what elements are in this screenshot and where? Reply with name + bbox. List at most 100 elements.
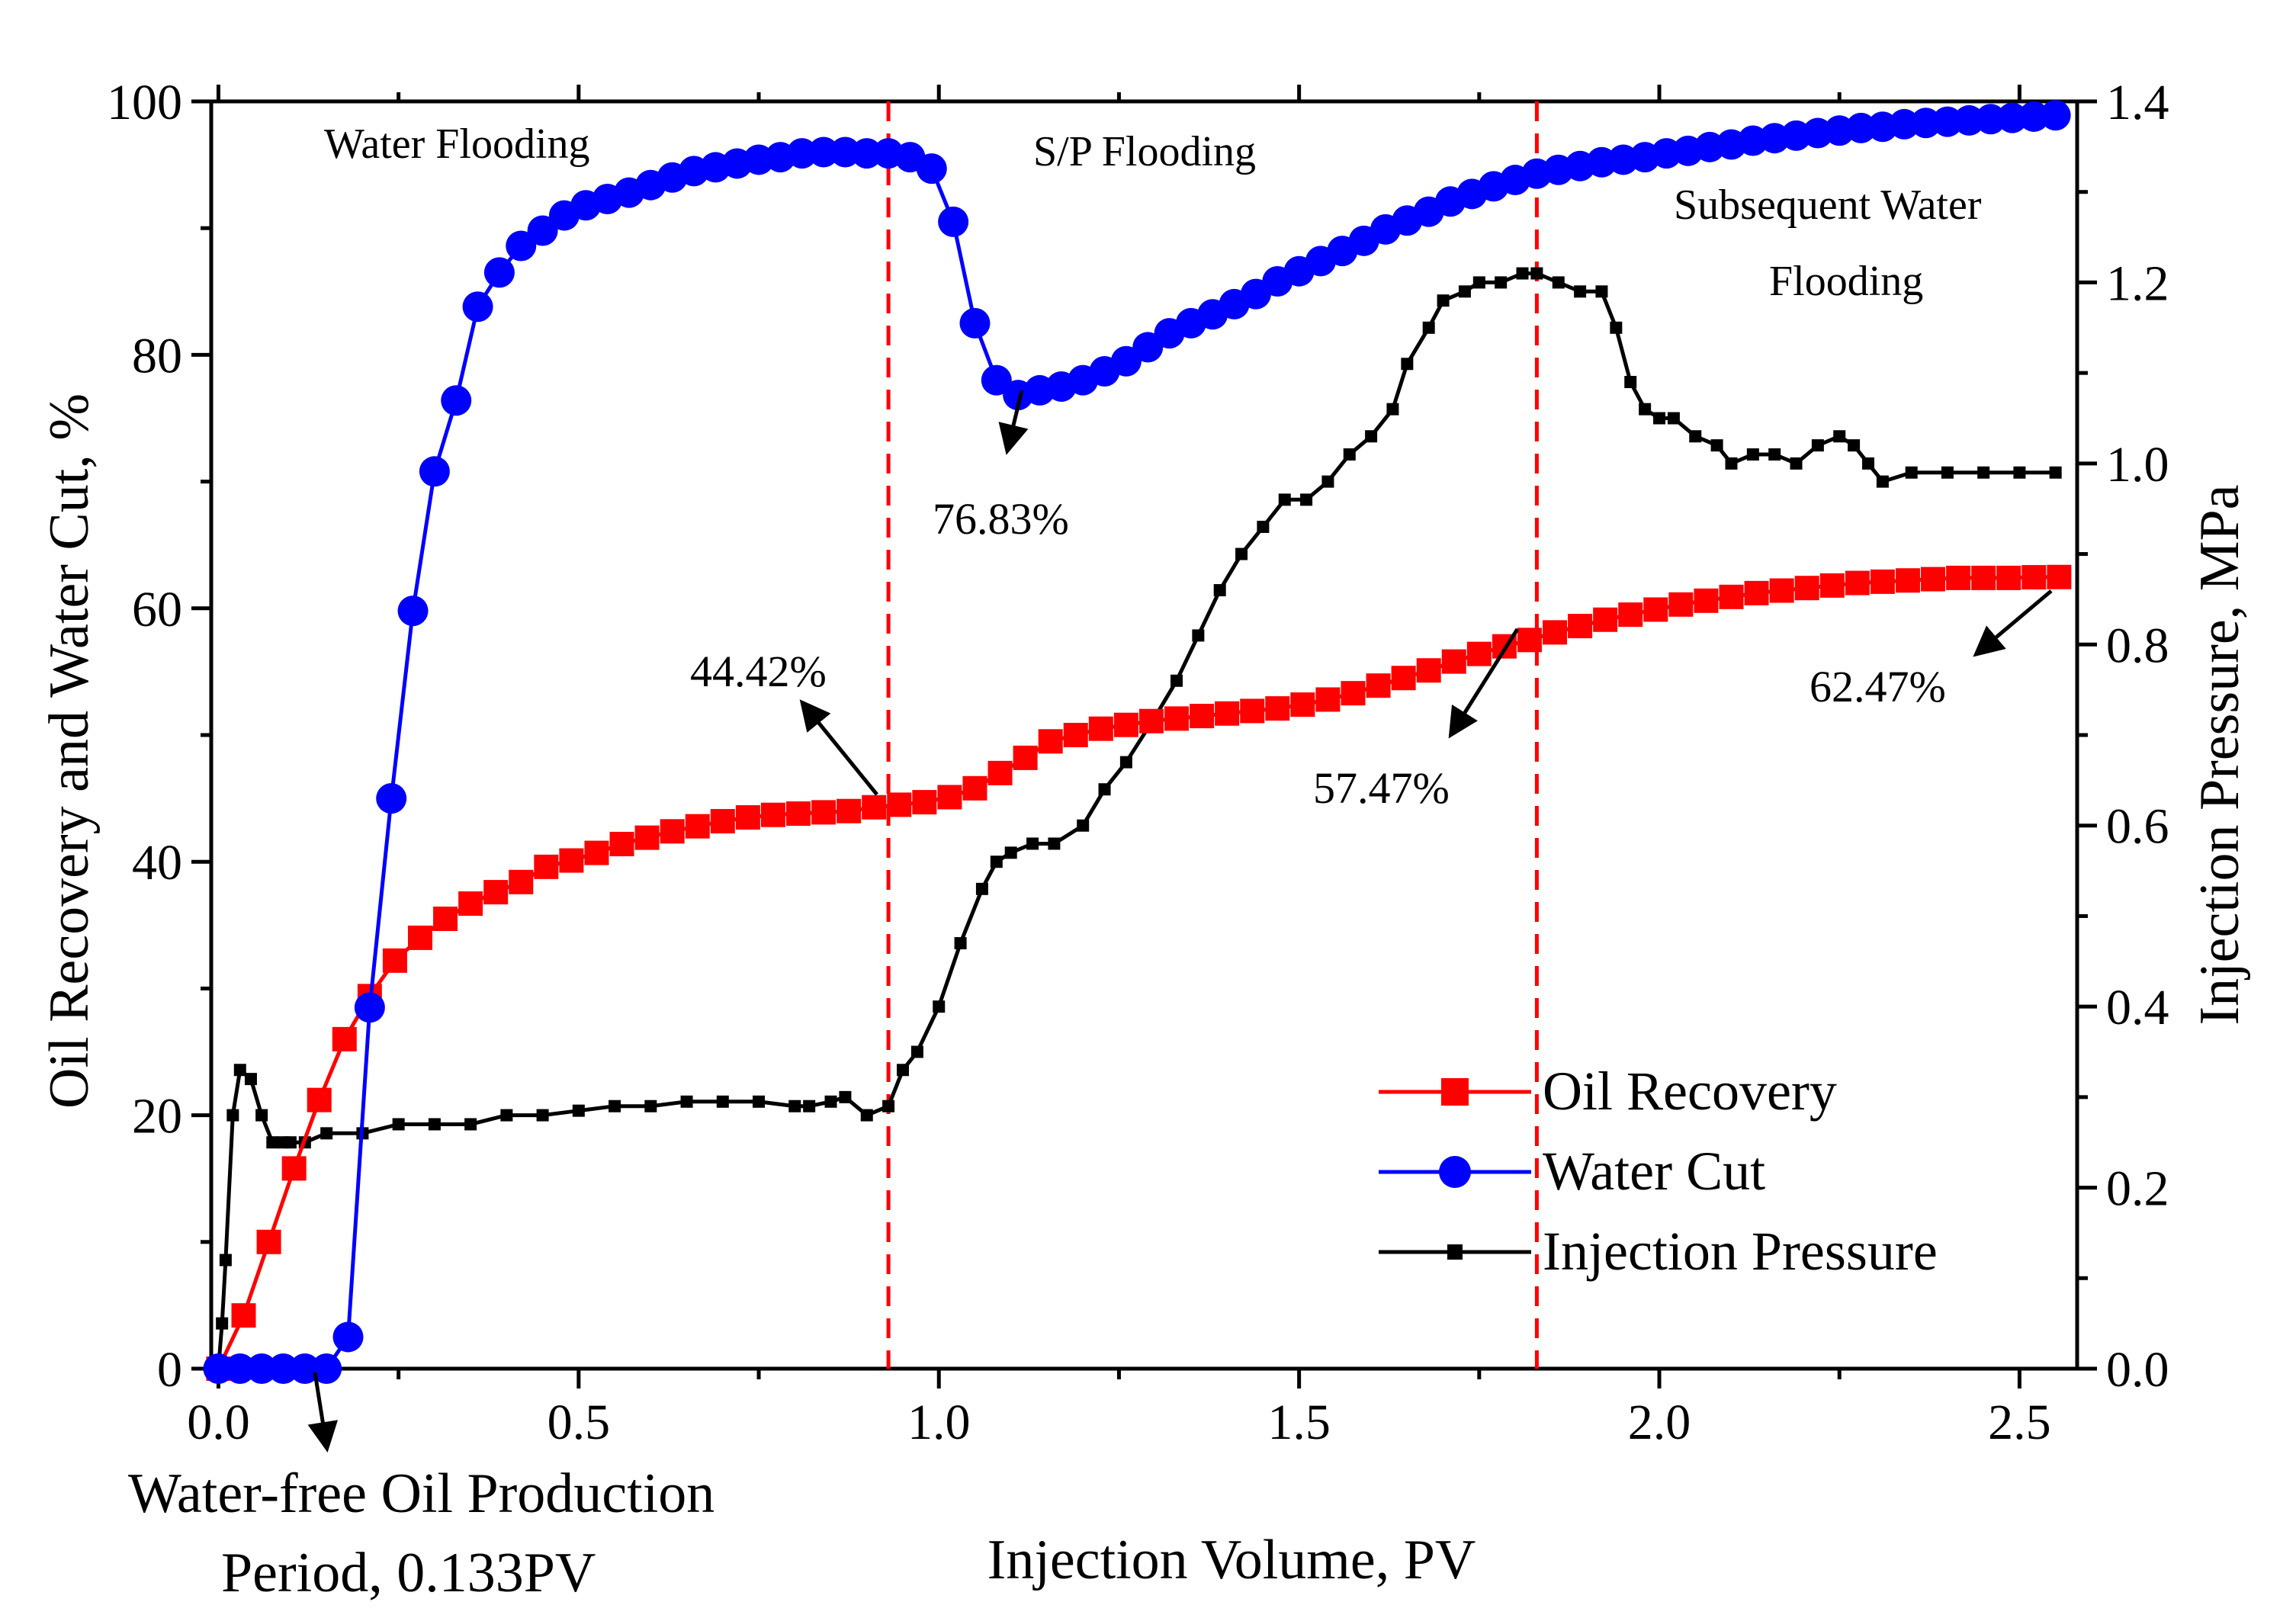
water-cut-point — [1132, 332, 1164, 363]
injection-pressure-point — [1905, 466, 1918, 479]
water-cut-point — [289, 1353, 320, 1384]
injection-pressure-point — [216, 1317, 229, 1330]
injection-pressure-point — [244, 1073, 257, 1086]
water-cut-point — [527, 215, 558, 246]
injection-pressure-point — [266, 1136, 279, 1149]
oil-recovery-point — [1819, 573, 1845, 598]
annotation-44-42: 44.42% — [690, 647, 827, 696]
injection-pressure-point — [233, 1064, 246, 1077]
stage-label-water-flooding: Water Flooding — [324, 120, 590, 168]
water-cut-point — [483, 257, 515, 288]
legend-marker-water-cut — [1439, 1156, 1471, 1188]
injection-pressure-point — [1610, 321, 1623, 334]
oil-recovery-point — [660, 819, 685, 844]
water-cut-point — [1910, 108, 1941, 139]
injection-pressure-point — [1437, 294, 1450, 307]
injection-pressure-point — [1048, 837, 1061, 850]
injection-pressure-point — [788, 1100, 801, 1112]
oil-recovery-point — [609, 831, 634, 856]
injection-pressure-point — [753, 1095, 766, 1108]
arrow-62-47 — [1973, 589, 2053, 657]
legend: Oil Recovery Water Cut Injection Pressur… — [1379, 1061, 1938, 1282]
injection-pressure-point — [1689, 430, 1702, 443]
injection-pressure-point — [644, 1100, 657, 1112]
injection-pressure-point — [320, 1127, 333, 1140]
x-tick-label: 1.5 — [1267, 1395, 1331, 1450]
oil-recovery-point — [1441, 649, 1466, 674]
injection-pressure-point — [572, 1104, 585, 1117]
oil-recovery-point — [2021, 565, 2047, 590]
water-cut-point — [332, 1321, 364, 1353]
y2-tick-label: 0.6 — [2106, 799, 2169, 855]
injection-pressure-point — [1848, 439, 1861, 452]
injection-pressure-point — [860, 1109, 873, 1122]
injection-pressure-point — [803, 1100, 816, 1112]
water-cut-point — [203, 1353, 234, 1384]
water-cut-point — [311, 1353, 342, 1384]
injection-pressure-point — [1170, 674, 1183, 687]
injection-pressure-point — [882, 1100, 895, 1112]
injection-pressure-point — [284, 1136, 297, 1149]
injection-pressure-point — [1574, 285, 1587, 298]
oil-recovery-point — [559, 848, 584, 873]
series-oil-recovery — [206, 564, 2072, 1381]
water-cut-point — [506, 230, 537, 262]
oil-recovery-point — [1870, 569, 1895, 594]
oil-recovery-point — [1164, 706, 1190, 731]
water-cut-point — [1954, 104, 1985, 136]
x-tick-label: 1.0 — [907, 1395, 971, 1450]
injection-pressure-point — [1422, 321, 1435, 334]
oil-recovery-point — [1568, 614, 1593, 639]
y-tick-label: 80 — [132, 328, 182, 384]
oil-recovery-point — [811, 800, 837, 825]
y-axis-title: Oil Recovery and Water Cut, % — [38, 393, 101, 1109]
water-cut-point — [851, 138, 882, 169]
injection-pressure-point — [1639, 403, 1652, 416]
oil-recovery-point — [710, 809, 735, 834]
oil-recovery-point — [1996, 565, 2021, 590]
oil-recovery-point — [962, 775, 987, 801]
oil-recovery-point — [1013, 745, 1038, 770]
injection-pressure-point — [1004, 846, 1017, 859]
oil-recovery-point — [458, 891, 483, 917]
injection-pressure-point — [1119, 756, 1132, 769]
y2-tick-label: 0.0 — [2106, 1342, 2169, 1398]
injection-pressure-point — [1530, 267, 1543, 280]
oil-recovery-point — [1113, 712, 1138, 737]
oil-recovery-point — [332, 1026, 357, 1051]
oil-recovery-point — [1694, 588, 1719, 613]
oil-recovery-point — [1618, 602, 1643, 628]
injection-pressure-point — [1257, 520, 1270, 533]
y2-tick-label: 1.4 — [2106, 75, 2169, 130]
oil-recovery-point — [1315, 687, 1341, 712]
x-tick-label: 2.5 — [1988, 1395, 2051, 1450]
injection-pressure-point — [933, 1000, 946, 1013]
x-tick-label: 0.0 — [187, 1395, 250, 1450]
injection-pressure-point — [1941, 466, 1954, 479]
oil-recovery-point — [1366, 673, 1391, 698]
injection-pressure-point — [1768, 448, 1781, 461]
annotation-57-47: 57.47% — [1313, 763, 1450, 813]
injection-pressure-point — [1876, 475, 1889, 488]
injection-pressure-point — [1321, 475, 1334, 488]
water-cut-point — [1110, 345, 1142, 377]
water-cut-point — [419, 456, 450, 487]
y2-tick-label: 0.2 — [2106, 1161, 2169, 1217]
annotation-water-free-period: Period, 0.133PV — [221, 1542, 596, 1604]
injection-pressure-point — [1278, 493, 1291, 506]
injection-pressure-point — [1235, 547, 1248, 560]
injection-pressure-point — [910, 1045, 923, 1058]
oil-recovery-point — [584, 840, 609, 865]
oil-recovery-point — [1921, 567, 1946, 592]
oil-recovery-point — [760, 802, 785, 827]
oil-recovery-point — [685, 814, 710, 839]
injection-pressure-point — [392, 1118, 405, 1131]
injection-pressure-point — [1862, 457, 1875, 470]
oil-recovery-point — [1038, 729, 1063, 754]
injection-pressure-point — [500, 1109, 513, 1122]
water-cut-point — [397, 596, 429, 627]
y2-axis-title: Injection Pressure, MPa — [2188, 484, 2251, 1025]
oil-recovery-point — [256, 1229, 281, 1254]
injection-pressure-point — [1552, 276, 1565, 289]
